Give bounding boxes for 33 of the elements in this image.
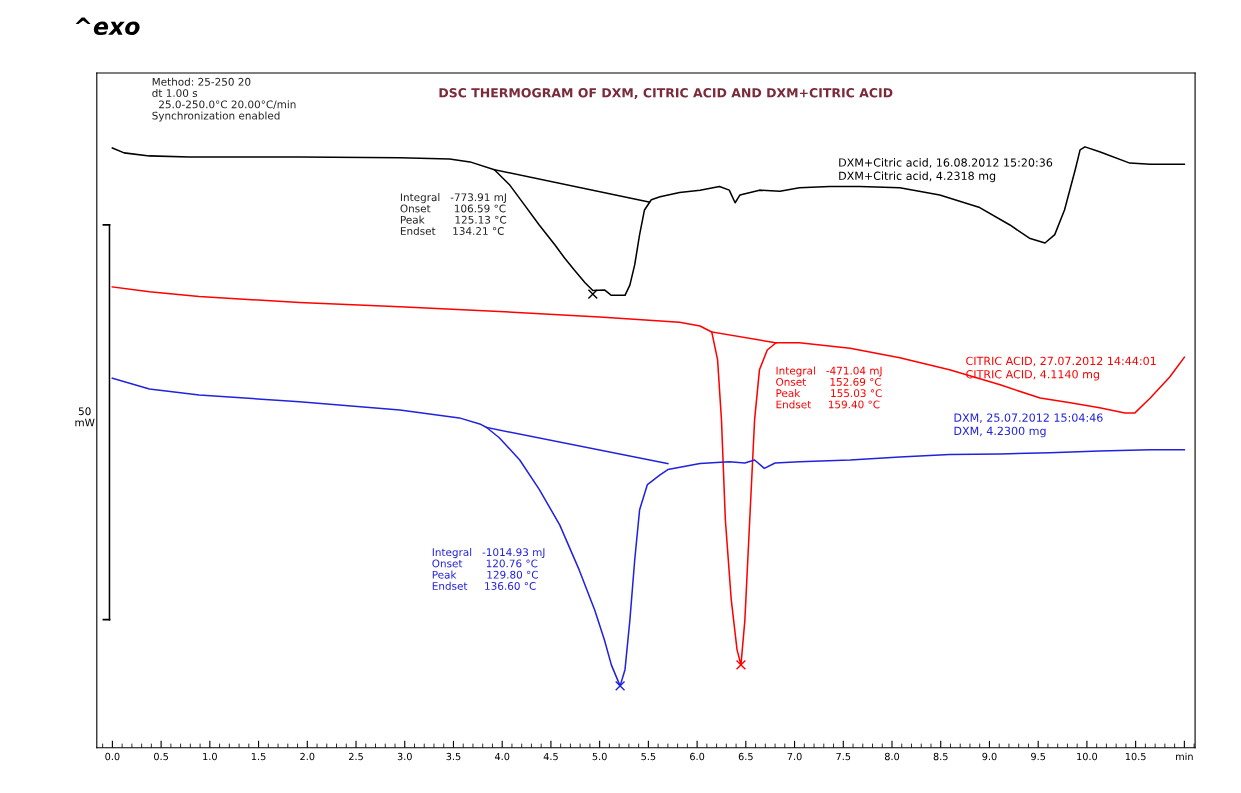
series-label: DXM, 25.07.2012 15:04:46 DXM, 4.2300 mg bbox=[954, 413, 1103, 438]
x-tick-label: 9.0 bbox=[982, 752, 997, 761]
text: Method: 25-250 20 dt 1.00 s 25.0-250.0°C 20.00°C/min Synchronization enabled bbox=[152, 77, 296, 122]
x-tick-label: 3.0 bbox=[397, 752, 412, 761]
text: 50 mW bbox=[75, 407, 95, 427]
x-tick-label: 6.5 bbox=[738, 752, 753, 761]
chart-title: DSC THERMOGRAM OF DXM, CITRIC ACID AND DXM+CITRIC ACID bbox=[439, 88, 893, 100]
x-tick-label: 7.5 bbox=[836, 752, 851, 761]
x-tick-label: 3.5 bbox=[446, 752, 461, 761]
x-tick-label: 9.5 bbox=[1031, 752, 1046, 761]
text: ^exo bbox=[75, 17, 140, 36]
x-tick-label: 5.0 bbox=[592, 752, 607, 761]
x-tick-label: 0.0 bbox=[105, 752, 120, 761]
x-tick-label: min bbox=[1176, 752, 1193, 761]
x-tick-label: 8.0 bbox=[884, 752, 900, 761]
x-tick-label: 4.5 bbox=[543, 752, 558, 761]
x-tick-label: 0.5 bbox=[154, 752, 168, 761]
annotation: Integral -1014.93 mJ Onset 120.76 °C Peak 129.80 °C Endset 136.60 °C bbox=[432, 548, 545, 590]
x-tick-label: 10.5 bbox=[1125, 752, 1146, 761]
x-tick-label: 4.0 bbox=[494, 752, 510, 761]
x-tick-label: 2.0 bbox=[300, 752, 315, 761]
x-tick-label: 5.5 bbox=[641, 752, 656, 761]
x-tick-label: 1.5 bbox=[251, 752, 266, 761]
annotation: Integral -773.91 mJ Onset 106.59 °C Peak 125.13 °C Endset 134.21 °C bbox=[400, 193, 507, 235]
series-label: DXM+Citric acid, 16.08.2012 15:20:36 DXM+Citric acid, 4.2318 mg bbox=[839, 158, 1053, 183]
x-tick-label: 7.0 bbox=[787, 752, 802, 761]
x-tick-label: 2.5 bbox=[349, 752, 363, 761]
x-tick-label: 8.5 bbox=[933, 752, 948, 761]
x-tick-label: 6.0 bbox=[690, 752, 705, 761]
series-label: CITRIC ACID, 27.07.2012 14:44:01 CITRIC ACID, 4.1140 mg bbox=[966, 356, 1156, 381]
x-tick-label: 10.0 bbox=[1077, 752, 1098, 761]
annotation: Integral -471.04 mJ Onset 152.69 °C Peak 155.03 °C Endset 159.40 °C bbox=[776, 366, 882, 409]
x-tick-label: 1.0 bbox=[203, 752, 217, 761]
